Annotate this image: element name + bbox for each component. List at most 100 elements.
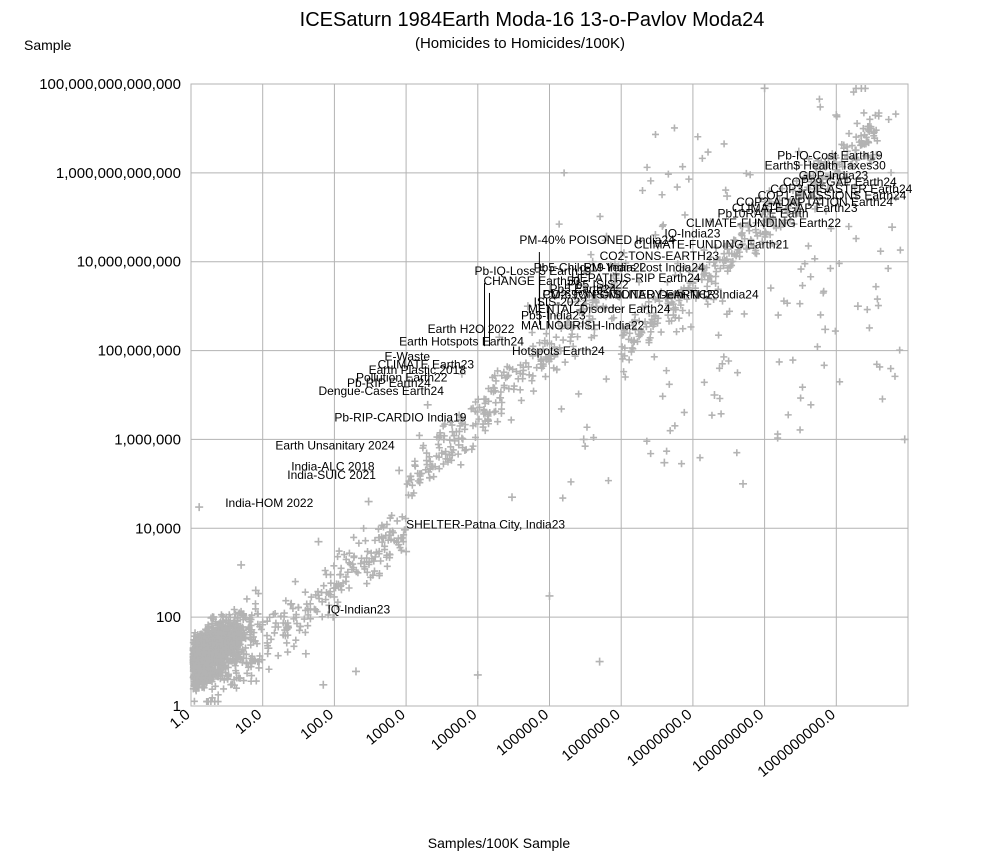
annotation-label: PM-40% POISONED India24: [519, 233, 675, 247]
y-tick-labels: 1 100 10,000 1,000,000 100,000,000 10,000,000…: [39, 76, 181, 715]
x-tick-label: 1000.0: [363, 706, 409, 749]
chart-subtitle: (Homicides to Homicides/100K): [415, 35, 625, 52]
annotation-label: Pb-RIP-CARDIO India19: [334, 411, 466, 425]
annotation-label: India-ALC 2018: [291, 459, 375, 473]
y-tick-label: 10,000: [135, 520, 181, 537]
x-tick-label: 100000.0: [493, 706, 552, 759]
data-point: [651, 230, 660, 239]
y-tick-label: 100,000,000,000,000: [39, 76, 181, 93]
annotation-label: Pb5 Earth24: [550, 282, 617, 296]
x-axis-label: Samples/100K Sample: [428, 835, 571, 851]
data-point: [208, 613, 217, 622]
data-point: [508, 493, 517, 502]
annotation-label: MENTAL-Disorder Earth24: [528, 302, 671, 316]
plot-area: [190, 83, 909, 707]
annotation-label: CLIMATE Earth23: [378, 357, 475, 371]
annotation-label: Earth$ Health Taxes30: [765, 158, 887, 172]
annotation-label: CLIMATE-GAP Earth23: [732, 201, 858, 215]
data-point: [423, 400, 432, 409]
data-point: [723, 192, 732, 201]
annotation-label: PM-Years Lost India24: [584, 261, 705, 275]
data-point: [832, 111, 841, 120]
annotation-label: COP2-ADAPTATION Earth24: [736, 195, 893, 209]
annotation-label: Pb10RATE Earth: [717, 206, 808, 220]
data-point: [314, 537, 323, 546]
data-point: [221, 661, 230, 670]
data-point: [523, 302, 532, 311]
annotation-label: MALNOURISH-India22: [521, 318, 645, 332]
data-point: [545, 591, 554, 600]
annotation-label: ISIS-2022: [534, 295, 588, 309]
annotation-label: Earth H2O 2022: [428, 322, 515, 336]
y-tick-label: 1,000,000,000,000: [56, 165, 181, 182]
data-point: [402, 547, 411, 556]
data-point: [264, 644, 273, 653]
data-point: [351, 667, 360, 676]
data-points: [195, 84, 909, 689]
data-point: [588, 257, 597, 266]
annotation-label: India-HOM 2022: [225, 496, 313, 510]
annotation-label: Pb5 ISIS22: [568, 277, 629, 291]
y-tick-label: 100,000,000: [98, 343, 181, 360]
annotation-label: SHELTER-Patna City, India23: [406, 517, 565, 531]
annotation-label: Pb-IQ-Cost Earth19: [777, 148, 883, 162]
x-tick-labels: 1.0 10.0 100.0 1000.0 10000.0 100000.0 1000000…: [167, 706, 839, 781]
data-point: [660, 458, 669, 467]
x-tick-label: 10000000.0: [624, 706, 696, 770]
data-point: [457, 369, 466, 378]
data-point: [364, 497, 373, 506]
annotation-label: Pb5-Child-19 India22: [534, 261, 647, 275]
annotation-label: PM-69% POISONED Delhi-NCR India24: [543, 287, 759, 301]
annotation-label: Pb-IQ-Loss-5 Earth19: [475, 264, 592, 278]
data-point: [595, 657, 604, 666]
background-point-cloud: [189, 84, 904, 706]
annotation-label: Earth Hotspots Earth24: [399, 335, 524, 349]
data-point: [271, 622, 280, 631]
data-point: [251, 586, 260, 595]
annotation-label: Pb5-India23: [521, 309, 586, 323]
x-tick-label: 10000.0: [428, 706, 480, 754]
data-point: [853, 302, 862, 311]
y-tick-label: 1,000,000: [114, 431, 181, 448]
annotation-label: IQ-India23: [664, 227, 720, 241]
annotation-label: CO2-TONS-EARTH23: [600, 249, 720, 263]
x-tick-label: 10.0: [232, 706, 265, 738]
data-point: [888, 223, 897, 232]
chart-title: ICESaturn 1984Earth Moda-16 13-o-Pavlov …: [300, 9, 765, 31]
data-point: [195, 503, 204, 512]
data-point: [558, 288, 567, 297]
annotation-label: Dengue-Cases Earth24: [318, 384, 444, 398]
data-point: [395, 466, 404, 475]
data-point: [760, 84, 769, 93]
data-point: [579, 435, 588, 444]
annotation-label: CO2-TONS-MILITARY-EARTH23: [543, 287, 720, 301]
annotation-label: COP1-EMISSIONS Earth24: [758, 189, 907, 203]
annotation-label: IQ-Indian23: [327, 603, 390, 617]
data-point: [794, 147, 803, 156]
x-tick-label: 100000000.0: [689, 706, 767, 775]
data-point: [199, 680, 208, 689]
data-point: [739, 479, 748, 488]
y-tick-label: 100: [156, 609, 181, 626]
y-axis-label: Sample: [24, 37, 72, 53]
annotation-label: Hotspots Earth24: [512, 344, 605, 358]
y-tick-label: 1: [173, 698, 181, 715]
data-point: [821, 325, 830, 334]
data-point: [336, 570, 345, 579]
annotations: PM-40% POISONED India24 Pb5-Child-19 Indi…: [225, 148, 912, 616]
annotation-label: COP3-DISASTER Earth24: [770, 182, 912, 196]
annotation-label: India-SUIC 2021: [287, 468, 376, 482]
data-point: [319, 680, 328, 689]
annotation-label: CLIMATE-FUNDING Earth22: [686, 216, 841, 230]
annotation-label: Earth Unsanitary 2024: [275, 438, 395, 452]
x-tick-label: 1000000.0: [559, 706, 624, 765]
x-tick-label: 1000000000.0: [754, 706, 838, 781]
x-tick-label: 100.0: [297, 706, 337, 743]
annotation-label: HEPATITIS-RIP Earth24: [571, 271, 701, 285]
y-tick-label: 10,000,000,000: [77, 254, 181, 271]
data-point: [287, 599, 296, 608]
data-point: [710, 391, 719, 399]
annotation-label: Pb-RIP Earth24: [347, 376, 431, 390]
data-point: [495, 333, 504, 342]
annotation-leaders: [484, 252, 550, 347]
